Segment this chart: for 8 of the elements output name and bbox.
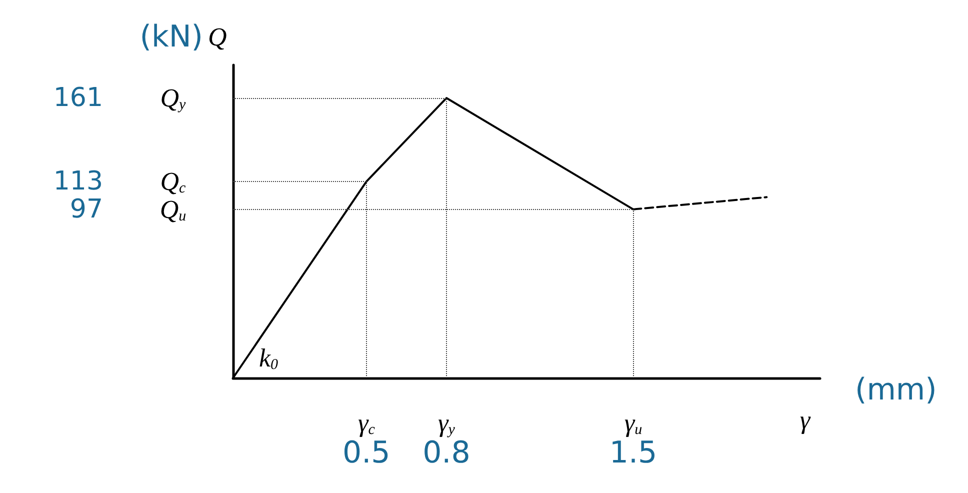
x-tick-label: 1.5 xyxy=(609,436,658,470)
y-tick-label: 97 xyxy=(70,194,103,224)
x-axis-title: γ xyxy=(800,406,811,434)
y-tick-label: 161 xyxy=(53,83,103,114)
x2-axis-title: (mm) xyxy=(855,372,937,408)
x-tick-label: 0.5 xyxy=(342,436,390,470)
y-tick-label: 113 xyxy=(53,166,103,197)
y-axis-title: (kN) Q xyxy=(140,20,227,54)
